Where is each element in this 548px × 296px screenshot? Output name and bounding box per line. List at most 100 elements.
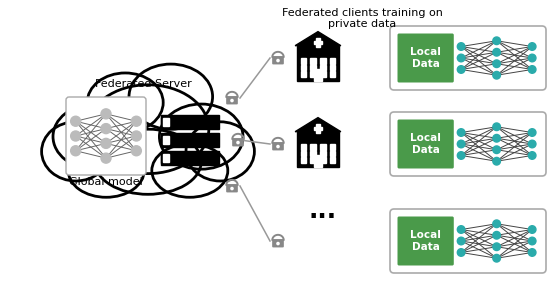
FancyBboxPatch shape	[301, 58, 306, 64]
FancyBboxPatch shape	[313, 41, 322, 44]
Text: Federated Server: Federated Server	[95, 79, 191, 89]
Circle shape	[528, 66, 536, 73]
FancyBboxPatch shape	[397, 33, 454, 83]
Circle shape	[493, 49, 500, 56]
Text: Global model: Global model	[69, 177, 143, 187]
FancyBboxPatch shape	[316, 38, 319, 46]
FancyBboxPatch shape	[329, 58, 335, 64]
FancyBboxPatch shape	[310, 144, 316, 149]
FancyBboxPatch shape	[310, 58, 316, 64]
Text: ...: ...	[309, 199, 337, 223]
Circle shape	[132, 116, 141, 126]
Circle shape	[528, 43, 536, 50]
FancyBboxPatch shape	[226, 96, 238, 104]
FancyBboxPatch shape	[329, 71, 335, 77]
Circle shape	[528, 226, 536, 233]
Circle shape	[528, 249, 536, 256]
FancyBboxPatch shape	[310, 65, 316, 70]
Circle shape	[493, 71, 500, 79]
Circle shape	[71, 131, 81, 141]
FancyBboxPatch shape	[329, 144, 335, 149]
FancyBboxPatch shape	[161, 118, 170, 127]
Circle shape	[493, 220, 500, 228]
FancyBboxPatch shape	[320, 65, 326, 70]
FancyBboxPatch shape	[310, 151, 316, 156]
Circle shape	[101, 139, 111, 148]
FancyBboxPatch shape	[301, 151, 306, 156]
FancyBboxPatch shape	[297, 46, 339, 81]
Circle shape	[528, 54, 536, 62]
FancyBboxPatch shape	[161, 133, 219, 147]
FancyBboxPatch shape	[161, 151, 219, 165]
FancyBboxPatch shape	[390, 209, 546, 273]
Circle shape	[277, 242, 279, 245]
Circle shape	[132, 146, 141, 156]
FancyBboxPatch shape	[329, 65, 335, 70]
FancyBboxPatch shape	[301, 157, 306, 163]
FancyBboxPatch shape	[320, 58, 326, 64]
FancyBboxPatch shape	[161, 136, 170, 144]
Text: private data: private data	[328, 19, 396, 29]
Circle shape	[493, 243, 500, 250]
FancyBboxPatch shape	[272, 239, 284, 247]
Circle shape	[458, 129, 465, 136]
Text: Federated clients training on: Federated clients training on	[282, 8, 442, 18]
FancyBboxPatch shape	[301, 71, 306, 77]
Circle shape	[493, 146, 500, 154]
FancyBboxPatch shape	[163, 154, 169, 162]
Circle shape	[493, 255, 500, 262]
Circle shape	[458, 249, 465, 256]
Circle shape	[277, 59, 279, 62]
Circle shape	[458, 54, 465, 62]
Circle shape	[231, 187, 233, 190]
Circle shape	[528, 140, 536, 148]
Circle shape	[493, 37, 500, 45]
FancyBboxPatch shape	[313, 70, 322, 81]
FancyBboxPatch shape	[301, 65, 306, 70]
FancyBboxPatch shape	[313, 127, 322, 130]
FancyBboxPatch shape	[320, 144, 326, 149]
FancyBboxPatch shape	[66, 97, 146, 175]
FancyBboxPatch shape	[272, 56, 284, 65]
Circle shape	[231, 99, 233, 102]
Text: Local
Data: Local Data	[410, 47, 441, 69]
Polygon shape	[295, 118, 341, 132]
FancyBboxPatch shape	[316, 124, 319, 133]
FancyBboxPatch shape	[329, 151, 335, 156]
Circle shape	[458, 66, 465, 73]
FancyBboxPatch shape	[320, 151, 326, 156]
Text: Local
Data: Local Data	[410, 133, 441, 155]
Circle shape	[493, 123, 500, 131]
Circle shape	[71, 116, 81, 126]
Circle shape	[528, 129, 536, 136]
FancyBboxPatch shape	[163, 136, 169, 144]
FancyBboxPatch shape	[272, 142, 284, 150]
Circle shape	[458, 140, 465, 148]
FancyBboxPatch shape	[397, 216, 454, 266]
Circle shape	[101, 153, 111, 163]
Polygon shape	[295, 32, 341, 46]
Circle shape	[458, 152, 465, 159]
FancyBboxPatch shape	[390, 112, 546, 176]
Circle shape	[528, 237, 536, 245]
Circle shape	[458, 43, 465, 50]
FancyBboxPatch shape	[301, 144, 306, 149]
Text: Local
Data: Local Data	[410, 230, 441, 252]
Circle shape	[277, 145, 279, 148]
FancyBboxPatch shape	[297, 132, 339, 167]
Circle shape	[132, 131, 141, 141]
FancyBboxPatch shape	[161, 115, 219, 129]
FancyBboxPatch shape	[232, 138, 244, 147]
Circle shape	[493, 231, 500, 239]
FancyBboxPatch shape	[329, 157, 335, 163]
FancyBboxPatch shape	[163, 118, 169, 126]
FancyBboxPatch shape	[310, 157, 316, 163]
FancyBboxPatch shape	[313, 155, 322, 167]
Circle shape	[458, 237, 465, 245]
Circle shape	[101, 109, 111, 119]
FancyBboxPatch shape	[320, 71, 326, 77]
Circle shape	[493, 60, 500, 67]
FancyBboxPatch shape	[310, 71, 316, 77]
Circle shape	[71, 146, 81, 156]
FancyBboxPatch shape	[320, 157, 326, 163]
